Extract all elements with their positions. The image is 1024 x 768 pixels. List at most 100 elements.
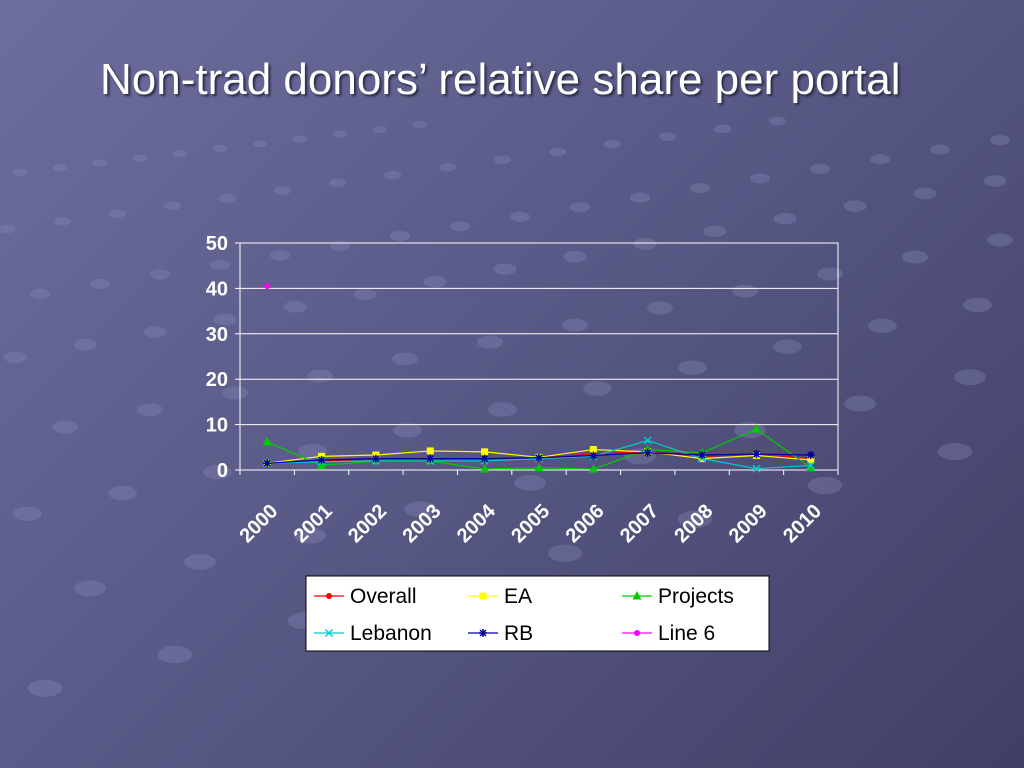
x-tick-label: 2006: [562, 500, 609, 547]
background-dot: [132, 154, 148, 162]
background-dot: [389, 230, 411, 242]
data-point: [371, 454, 380, 463]
background-dot: [987, 233, 1013, 247]
legend-item: Line 6: [622, 622, 715, 645]
background-dot: [493, 263, 517, 275]
y-tick-label: 30: [206, 324, 228, 346]
data-point: [643, 436, 652, 445]
plot-area: [239, 242, 839, 471]
legend-label: Lebanon: [350, 622, 432, 645]
data-point: [480, 454, 489, 463]
background-dot: [477, 335, 503, 349]
background-dot: [514, 474, 546, 491]
background-dot: [353, 288, 377, 301]
data-point: [326, 593, 332, 599]
background-dot: [869, 154, 891, 165]
background-dot: [269, 250, 291, 261]
background-dot: [843, 200, 867, 212]
background-dot: [292, 135, 308, 143]
background-dot: [108, 485, 137, 501]
background-dot: [488, 402, 517, 417]
data-point: [806, 462, 816, 472]
legend-item: Overall: [314, 585, 417, 608]
background-dot: [569, 202, 591, 213]
background-dot: [509, 211, 531, 222]
background-dot: [989, 134, 1011, 146]
background-dot: [547, 544, 583, 562]
background-dot: [27, 679, 63, 697]
background-dot: [252, 140, 268, 148]
x-tick-label: 2000: [235, 500, 282, 547]
background-dot: [817, 267, 843, 281]
data-point: [806, 461, 815, 470]
data-point: [324, 628, 334, 638]
data-point: [589, 451, 598, 460]
y-tick-label: 40: [206, 278, 228, 300]
data-point: [262, 436, 272, 446]
background-dot: [328, 178, 347, 188]
background-dot: [773, 212, 797, 225]
data-point: [752, 464, 761, 473]
legend-item: Projects: [622, 585, 734, 608]
background-dot: [583, 381, 612, 396]
data-point: [479, 592, 487, 600]
background-dot: [283, 301, 307, 313]
background-dot: [137, 403, 163, 417]
background-dot: [749, 173, 771, 184]
x-tick-label: 2008: [670, 500, 717, 547]
background-dot: [548, 147, 567, 157]
y-tick-label: 0: [217, 460, 228, 482]
background-dot: [273, 186, 292, 195]
background-dot: [294, 527, 326, 544]
data-point: [752, 450, 761, 459]
data-point: [698, 451, 707, 460]
legend-label: Line 6: [658, 622, 715, 645]
data-point: [634, 630, 640, 636]
background-dot: [954, 369, 986, 386]
background-dot: [163, 201, 182, 211]
background-dot: [332, 130, 348, 138]
background-dot: [678, 360, 707, 375]
data-point: [481, 448, 489, 456]
legend-label: EA: [504, 585, 532, 608]
background-dot: [52, 164, 68, 172]
background-dot: [734, 422, 766, 438]
background-dot: [493, 155, 512, 164]
data-point: [643, 448, 652, 457]
x-tick-label: 2002: [344, 500, 391, 547]
background-dot: [3, 351, 27, 364]
x-tick-label: 2007: [616, 500, 663, 547]
background-dot: [677, 510, 713, 528]
y-tick-label: 10: [206, 415, 228, 437]
data-point: [317, 460, 327, 469]
x-tick-label: 2005: [507, 500, 554, 547]
x-tick-label: 2001: [290, 500, 337, 547]
background-dot: [92, 159, 108, 167]
background-dot: [89, 278, 111, 290]
data-point: [264, 283, 271, 290]
data-point: [632, 591, 642, 600]
background-dot: [108, 209, 127, 218]
background-dot: [13, 506, 42, 522]
data-point: [480, 464, 490, 473]
background-dot: [449, 221, 471, 232]
background-dot: [768, 116, 787, 126]
background-dot: [392, 352, 418, 366]
background-dot: [383, 170, 402, 180]
background-dot: [658, 132, 677, 141]
background-dot: [172, 149, 188, 157]
background-dot: [157, 645, 193, 664]
data-point: [426, 447, 434, 455]
background-dot: [809, 163, 831, 174]
background-dot: [629, 192, 651, 203]
background-dot: [73, 338, 97, 351]
data-point: [534, 462, 544, 472]
background-dot: [844, 395, 876, 412]
background-dot: [902, 250, 928, 264]
background-dot: [807, 476, 843, 495]
series-rb: [263, 448, 815, 468]
legend: Overall EA Projects Lebanon RB Line 6: [305, 575, 770, 652]
x-tick-label: 2003: [399, 500, 446, 547]
background-dot: [143, 326, 167, 338]
